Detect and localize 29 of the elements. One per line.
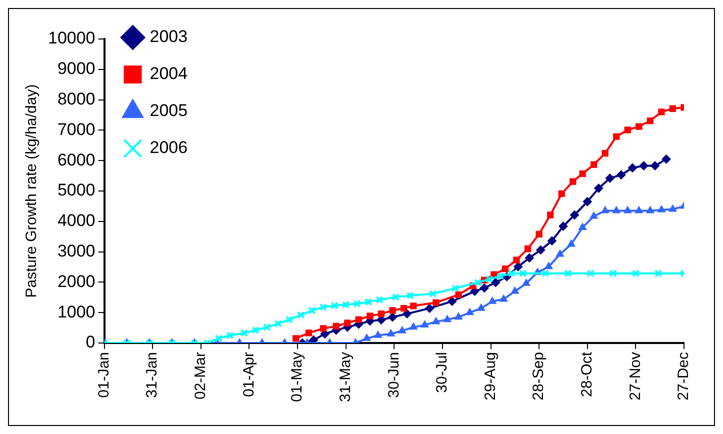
x-tick-label: 02-Mar (192, 352, 210, 400)
y-tick-label: 8000 (57, 89, 96, 108)
legend-label: 2005 (150, 101, 188, 120)
x-tick-label: 28-Oct (578, 351, 596, 397)
x-tick-label: 27-Nov (626, 351, 644, 400)
x-tick-label: 01-Jan (95, 352, 112, 398)
x-tick-label: 01-May (288, 351, 306, 402)
x-tick-label: 27-Dec (675, 351, 692, 400)
legend-label: 2006 (150, 138, 188, 158)
y-tick-label: 1000 (57, 302, 96, 322)
y-tick-label: 10000 (48, 28, 96, 48)
x-tick-label: 01-Apr (240, 352, 258, 398)
x-tick-label: 30-Jul (434, 352, 451, 393)
x-tick-label: 31-May (336, 351, 354, 402)
y-tick-label: 3000 (57, 241, 96, 260)
x-tick-label: 28-Sep (530, 352, 548, 400)
x-tick-label: 29-Aug (482, 352, 499, 400)
legend-label: 2003 (150, 27, 188, 46)
y-tick-label: 0 (86, 332, 96, 352)
y-tick-label: 9000 (57, 59, 96, 78)
y-tick-label: 7000 (57, 120, 96, 139)
x-tick-label: 30-Jun (385, 352, 402, 398)
y-tick-label: 5000 (57, 180, 96, 200)
x-tick-label: 31-Jan (144, 352, 161, 398)
legend-label: 2004 (150, 64, 188, 84)
y-tick-label: 4000 (57, 211, 96, 230)
y-axis-title: Pasture Growth rate (kg/ha/day) (23, 84, 40, 298)
y-tick-label: 6000 (57, 150, 96, 170)
y-tick-label: 2000 (57, 272, 96, 291)
